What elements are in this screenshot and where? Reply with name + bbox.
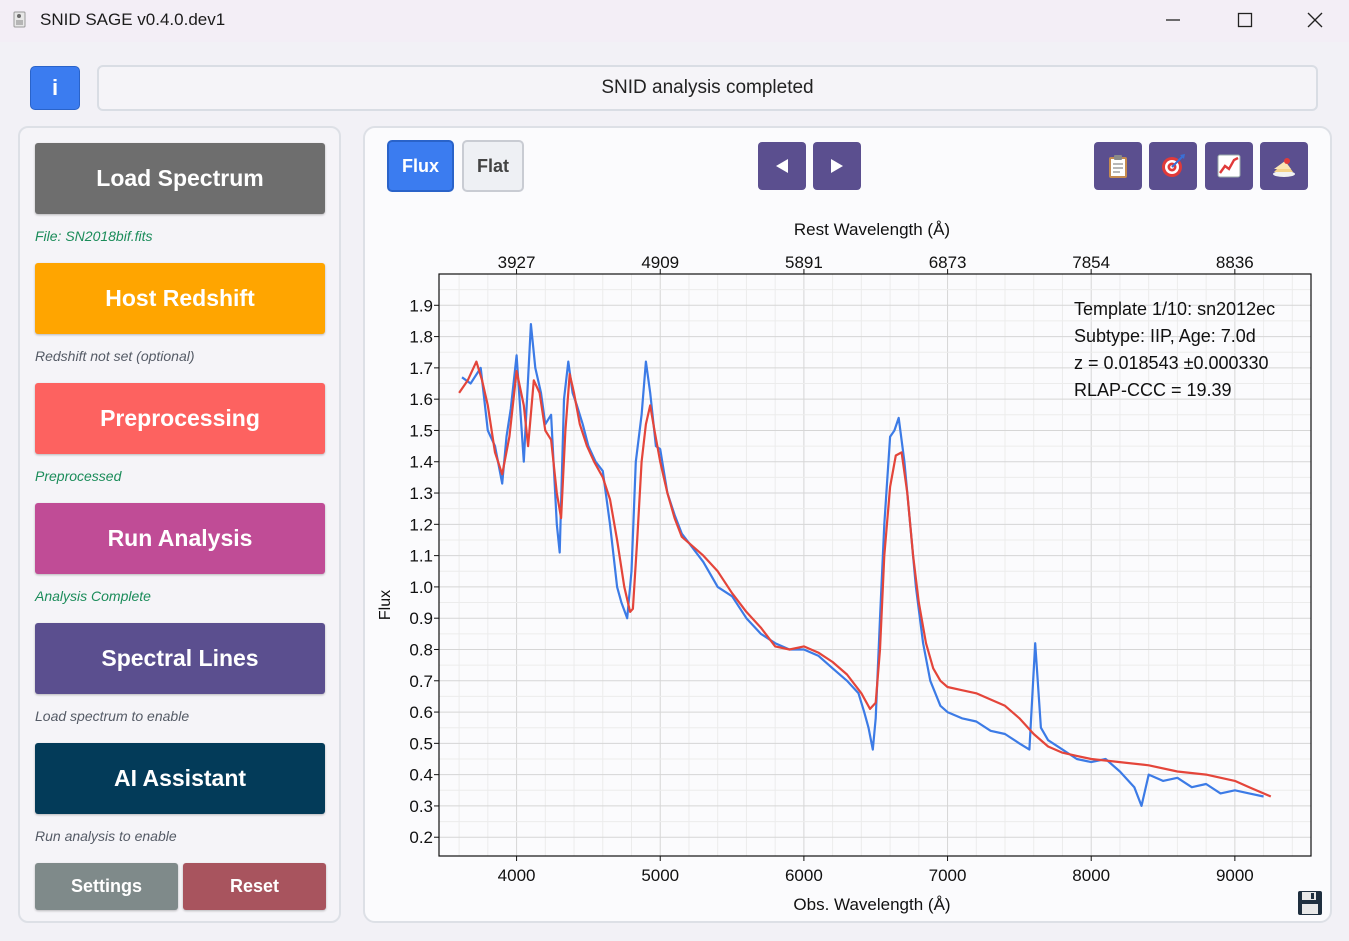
y-axis-label: Flux bbox=[377, 590, 394, 620]
title-bar: SNID SAGE v0.4.0.dev1 bbox=[0, 0, 1349, 42]
y-tick-label: 0.3 bbox=[409, 797, 433, 816]
top-tick-label: 8836 bbox=[1216, 253, 1254, 272]
y-tick-label: 1.5 bbox=[409, 421, 433, 440]
spectral-lines-button[interactable]: Spectral Lines bbox=[35, 623, 325, 694]
chart-button[interactable] bbox=[1205, 142, 1253, 190]
chart-icon bbox=[1217, 154, 1241, 178]
triangle-left-icon bbox=[776, 159, 788, 173]
analysis-target-button[interactable] bbox=[1149, 142, 1197, 190]
run-analysis-status: Analysis Complete bbox=[35, 588, 151, 604]
close-button[interactable] bbox=[1285, 0, 1345, 40]
flux-view-button[interactable]: Flux bbox=[387, 140, 454, 192]
reset-button[interactable]: Reset bbox=[183, 863, 326, 910]
x-tick-label: 9000 bbox=[1216, 866, 1254, 885]
y-tick-label: 0.8 bbox=[409, 640, 433, 659]
minimize-icon bbox=[1166, 19, 1180, 21]
top-tick-label: 7854 bbox=[1072, 253, 1110, 272]
y-tick-label: 0.9 bbox=[409, 609, 433, 628]
annotation-template: Template 1/10: sn2012ec bbox=[1074, 299, 1275, 319]
y-tick-label: 1.6 bbox=[409, 390, 433, 409]
window-title: SNID SAGE v0.4.0.dev1 bbox=[40, 10, 226, 29]
status-bar: SNID analysis completed bbox=[97, 65, 1318, 111]
template-spectrum-line bbox=[458, 360, 1272, 798]
target-icon bbox=[1162, 154, 1185, 177]
ai-assistant-button[interactable]: AI Assistant bbox=[35, 743, 325, 814]
y-tick-label: 1.0 bbox=[409, 578, 433, 597]
info-button[interactable]: i bbox=[30, 66, 80, 110]
x-tick-label: 7000 bbox=[929, 866, 967, 885]
y-tick-label: 0.7 bbox=[409, 672, 433, 691]
spectrum-chart: 4000 5000 6000 7000 8000 9000 3927 4909 5891 6873… bbox=[377, 220, 1312, 914]
minimize-button[interactable] bbox=[1143, 0, 1203, 40]
y-tick-label: 0.5 bbox=[409, 734, 433, 753]
cake-icon bbox=[1273, 158, 1295, 177]
preprocessing-status: Preprocessed bbox=[35, 468, 122, 484]
load-spectrum-button[interactable]: Load Spectrum bbox=[35, 143, 325, 214]
load-spectrum-status: File: SN2018bif.fits bbox=[35, 228, 153, 244]
top-tick-label: 5891 bbox=[785, 253, 823, 272]
host-redshift-status: Redshift not set (optional) bbox=[35, 348, 195, 364]
top-tick-label: 4909 bbox=[641, 253, 679, 272]
cake-button[interactable] bbox=[1260, 142, 1308, 190]
ai-assistant-status: Run analysis to enable bbox=[35, 828, 177, 844]
summary-button[interactable] bbox=[1094, 142, 1142, 190]
preprocessing-button[interactable]: Preprocessing bbox=[35, 383, 325, 454]
clipboard-icon bbox=[1109, 155, 1127, 178]
y-tick-label: 1.8 bbox=[409, 328, 433, 347]
y-tick-label: 1.9 bbox=[409, 296, 433, 315]
y-tick-label: 1.4 bbox=[409, 453, 433, 472]
top-tick-label: 6873 bbox=[929, 253, 967, 272]
status-text: SNID analysis completed bbox=[601, 77, 814, 98]
triangle-right-icon bbox=[831, 159, 843, 173]
maximize-icon bbox=[1237, 12, 1253, 28]
y-tick-label: 1.3 bbox=[409, 484, 433, 503]
annotation-redshift: z = 0.018543 ±0.000330 bbox=[1074, 353, 1269, 373]
maximize-button[interactable] bbox=[1215, 0, 1275, 40]
top-axis-label: Rest Wavelength (Å) bbox=[794, 220, 950, 239]
x-tick-label: 4000 bbox=[498, 866, 536, 885]
run-analysis-button[interactable]: Run Analysis bbox=[35, 503, 325, 574]
plot-frame bbox=[438, 273, 1312, 857]
host-redshift-button[interactable]: Host Redshift bbox=[35, 263, 325, 334]
save-icon[interactable] bbox=[1297, 890, 1323, 916]
y-tick-label: 1.1 bbox=[409, 547, 433, 566]
y-tick-label: 0.2 bbox=[409, 828, 433, 847]
annotation-rlap: RLAP-CCC = 19.39 bbox=[1074, 380, 1232, 400]
x-tick-label: 8000 bbox=[1072, 866, 1110, 885]
next-template-button[interactable] bbox=[813, 142, 861, 190]
close-icon bbox=[1307, 12, 1323, 28]
x-tick-label: 6000 bbox=[785, 866, 823, 885]
x-tick-label: 5000 bbox=[641, 866, 679, 885]
y-tick-label: 0.4 bbox=[409, 766, 433, 785]
spectral-lines-status: Load spectrum to enable bbox=[35, 708, 190, 724]
y-tick-label: 1.2 bbox=[409, 515, 433, 534]
settings-button[interactable]: Settings bbox=[35, 863, 178, 910]
y-tick-label: 1.7 bbox=[409, 359, 433, 378]
previous-template-button[interactable] bbox=[758, 142, 806, 190]
flat-view-button[interactable]: Flat bbox=[462, 140, 524, 192]
y-tick-label: 0.6 bbox=[409, 703, 433, 722]
app-icon bbox=[13, 11, 26, 28]
x-axis-label: Obs. Wavelength (Å) bbox=[793, 895, 950, 914]
annotation-subtype: Subtype: IIP, Age: 7.0d bbox=[1074, 326, 1256, 346]
top-tick-label: 3927 bbox=[498, 253, 536, 272]
